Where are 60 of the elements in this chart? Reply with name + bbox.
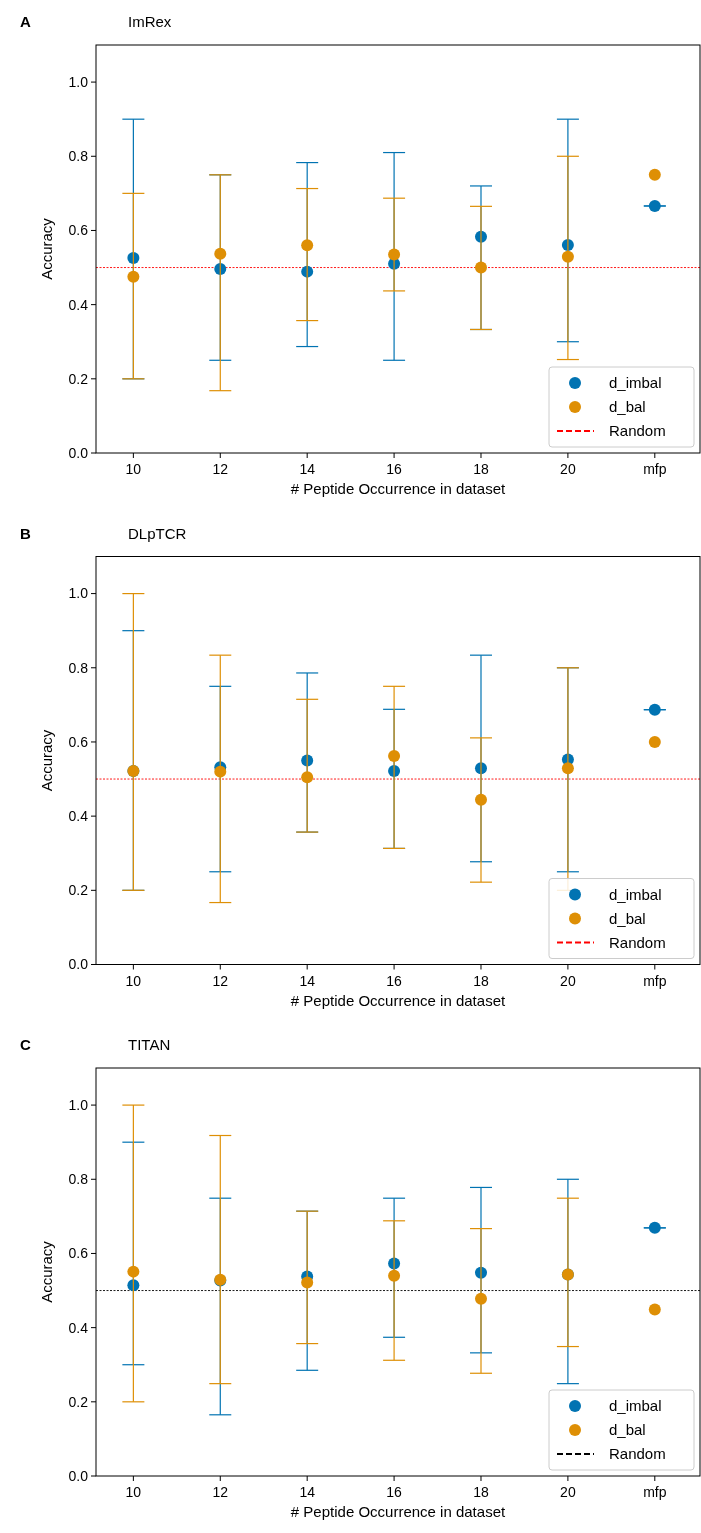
y-tick-label: 0.6 [68,222,89,239]
y-axis-title: Accuracy [38,1240,55,1303]
legend-label: d_imbal [609,374,662,392]
x-tick-label: 14 [299,972,316,989]
y-tick-label: 0.2 [68,1393,89,1410]
x-tick-label: mfp [643,972,667,989]
x-tick-label: 14 [299,1484,316,1500]
x-axis-title: # Peptide Occurrence in dataset [290,991,506,1009]
x-tick-label: 12 [212,972,229,989]
y-tick-label: 0.6 [68,733,89,750]
text: A [20,13,31,30]
y-tick-label: 0.8 [68,659,89,676]
y-tick-label: 0.4 [68,296,89,313]
legend-label: Random [609,933,666,951]
x-tick-label: 18 [473,461,489,477]
y-tick-label: 1.0 [68,1096,89,1113]
y-tick-label: 1.0 [68,73,89,90]
x-tick-label: 20 [560,461,576,477]
y-tick-label: 0.0 [68,956,89,973]
y-tick-label: 0.0 [68,1467,89,1484]
x-tick-label: 14 [299,461,316,477]
y-tick-label: 0.8 [68,1171,89,1188]
x-tick-label: 18 [473,972,489,989]
x-tick-label: 10 [125,461,142,477]
x-tick-label: 20 [560,1484,576,1500]
text: C [20,1036,31,1053]
x-axis-title: # Peptide Occurrence in dataset [290,480,506,497]
legend-label: Random [609,422,666,440]
x-tick-label: 18 [473,1484,489,1500]
x-tick-label: mfp [643,461,667,477]
y-tick-label: 0.4 [68,808,89,825]
x-tick-label: 16 [386,461,403,477]
legend-label: d_bal [609,398,646,416]
x-tick-label: 12 [212,1484,229,1500]
y-tick-label: 0.2 [68,882,89,899]
legend-label: d_bal [609,1421,646,1439]
y-tick-label: 0.8 [68,148,89,165]
x-tick-label: mfp [643,1484,667,1500]
x-tick-label: 20 [560,972,576,989]
chart-title: TITAN [128,1036,171,1053]
x-axis-title: # Peptide Occurrence in dataset [290,1503,506,1520]
y-axis-title: Accuracy [38,217,55,280]
y-tick-label: 1.0 [68,585,89,602]
chart-title: DLpTCR [128,524,187,542]
text: B [20,524,31,542]
legend-label: d_imbal [609,1397,662,1415]
x-tick-label: 10 [125,1484,142,1500]
y-tick-label: 0.2 [68,370,89,387]
legend-label: d_imbal [609,885,662,903]
y-tick-label: 0.6 [68,1245,89,1262]
x-tick-label: 10 [125,972,142,989]
chart-title: ImRex [128,13,172,30]
y-axis-title: Accuracy [38,729,55,792]
x-tick-label: 16 [386,972,403,989]
legend-label: Random [609,1445,666,1463]
y-tick-label: 0.4 [68,1319,89,1336]
legend-label: d_bal [609,909,646,927]
y-tick-label: 0.0 [68,444,89,461]
x-tick-label: 12 [212,461,229,477]
x-tick-label: 16 [386,1484,403,1500]
